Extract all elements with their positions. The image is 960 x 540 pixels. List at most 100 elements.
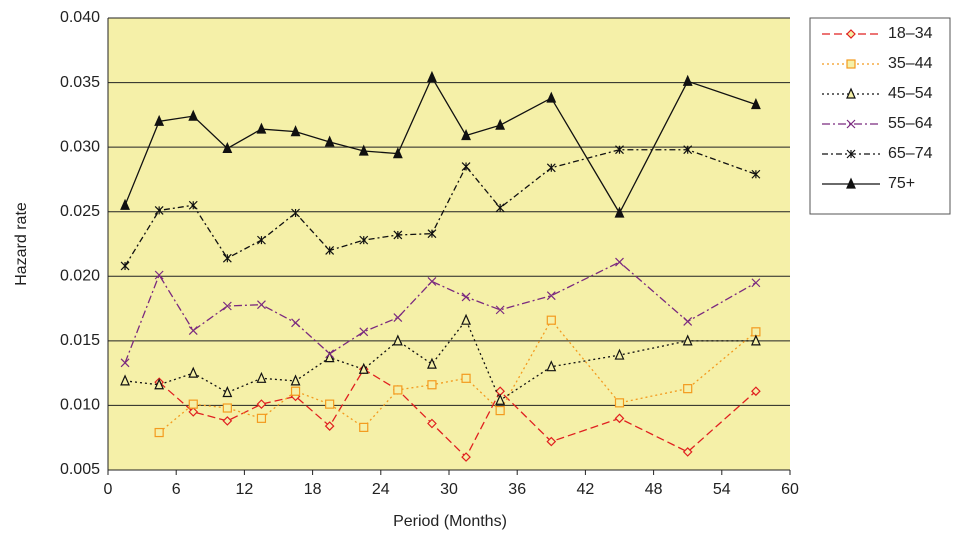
marker [188,326,198,335]
marker [120,374,130,386]
marker [546,291,556,301]
marker [427,380,437,390]
marker [291,208,300,218]
marker [393,313,403,323]
marker [257,235,266,245]
marker [359,235,369,245]
marker [222,403,232,413]
marker [682,334,693,346]
marker [751,386,761,397]
marker [546,315,556,325]
x-tick-label: 54 [713,481,731,498]
marker [257,300,266,310]
marker [750,334,761,346]
legend-label: 45–54 [888,85,933,102]
marker [324,351,335,363]
x-tick-label: 18 [304,481,322,498]
y-tick-label: 0.005 [60,461,100,478]
legend-marker [846,29,856,39]
marker [614,348,625,360]
marker [546,163,556,173]
marker [256,399,267,409]
y-tick-label: 0.025 [60,203,100,220]
marker [154,205,164,215]
marker [427,418,437,429]
marker [461,313,471,325]
legend-label: 35–44 [888,55,933,72]
marker [546,91,557,103]
series-line [124,318,756,402]
x-tick-label: 30 [440,481,458,498]
marker [290,125,301,137]
marker [222,301,232,311]
x-tick-label: 36 [508,481,526,498]
marker [120,358,130,368]
marker [222,386,233,398]
marker [461,452,471,462]
plot-area [108,18,790,470]
legend-marker [846,177,856,189]
marker [751,278,761,288]
marker [188,399,198,409]
marker [751,169,761,179]
marker [359,327,369,337]
marker [188,407,199,417]
marker [427,357,437,369]
marker [358,144,369,156]
marker [358,362,369,374]
marker [120,198,130,210]
series-line [124,261,757,364]
marker [392,334,403,346]
marker [256,371,267,383]
marker [427,277,437,286]
marker [154,114,165,126]
marker [461,373,471,383]
series-line [124,75,757,215]
legend-label: 18–34 [888,25,933,42]
marker [750,98,761,110]
marker [427,70,437,83]
marker [154,427,164,438]
marker [359,422,369,432]
legend-label: 75+ [888,175,915,192]
marker [615,257,624,267]
marker [188,366,199,378]
marker [325,399,335,409]
marker [222,253,232,263]
marker [683,317,693,326]
y-tick-label: 0.035 [60,74,100,91]
marker [188,109,199,121]
marker [614,413,625,424]
marker [461,129,471,141]
marker [683,145,693,155]
marker [290,374,301,386]
legend-marker [846,87,856,99]
marker [614,398,625,408]
marker [546,436,557,447]
marker [188,200,198,210]
marker [222,416,233,426]
marker [120,261,130,271]
y-tick-label: 0.010 [60,397,100,414]
marker [614,206,625,218]
y-axis-label: Hazard rate [13,202,30,286]
x-tick-label: 60 [781,481,799,498]
marker [256,413,267,423]
marker [325,246,335,255]
x-tick-label: 48 [645,481,663,498]
marker [392,147,403,159]
x-tick-label: 6 [172,481,181,498]
marker [682,74,693,86]
marker [325,349,335,359]
marker [546,360,557,372]
marker [427,229,437,239]
marker [222,141,233,154]
marker [682,447,693,457]
legend-label: 55–64 [888,115,933,132]
y-tick-label: 0.040 [60,9,100,26]
y-tick-label: 0.015 [60,332,100,349]
marker [290,386,301,396]
marker [393,230,403,240]
marker [154,270,164,280]
